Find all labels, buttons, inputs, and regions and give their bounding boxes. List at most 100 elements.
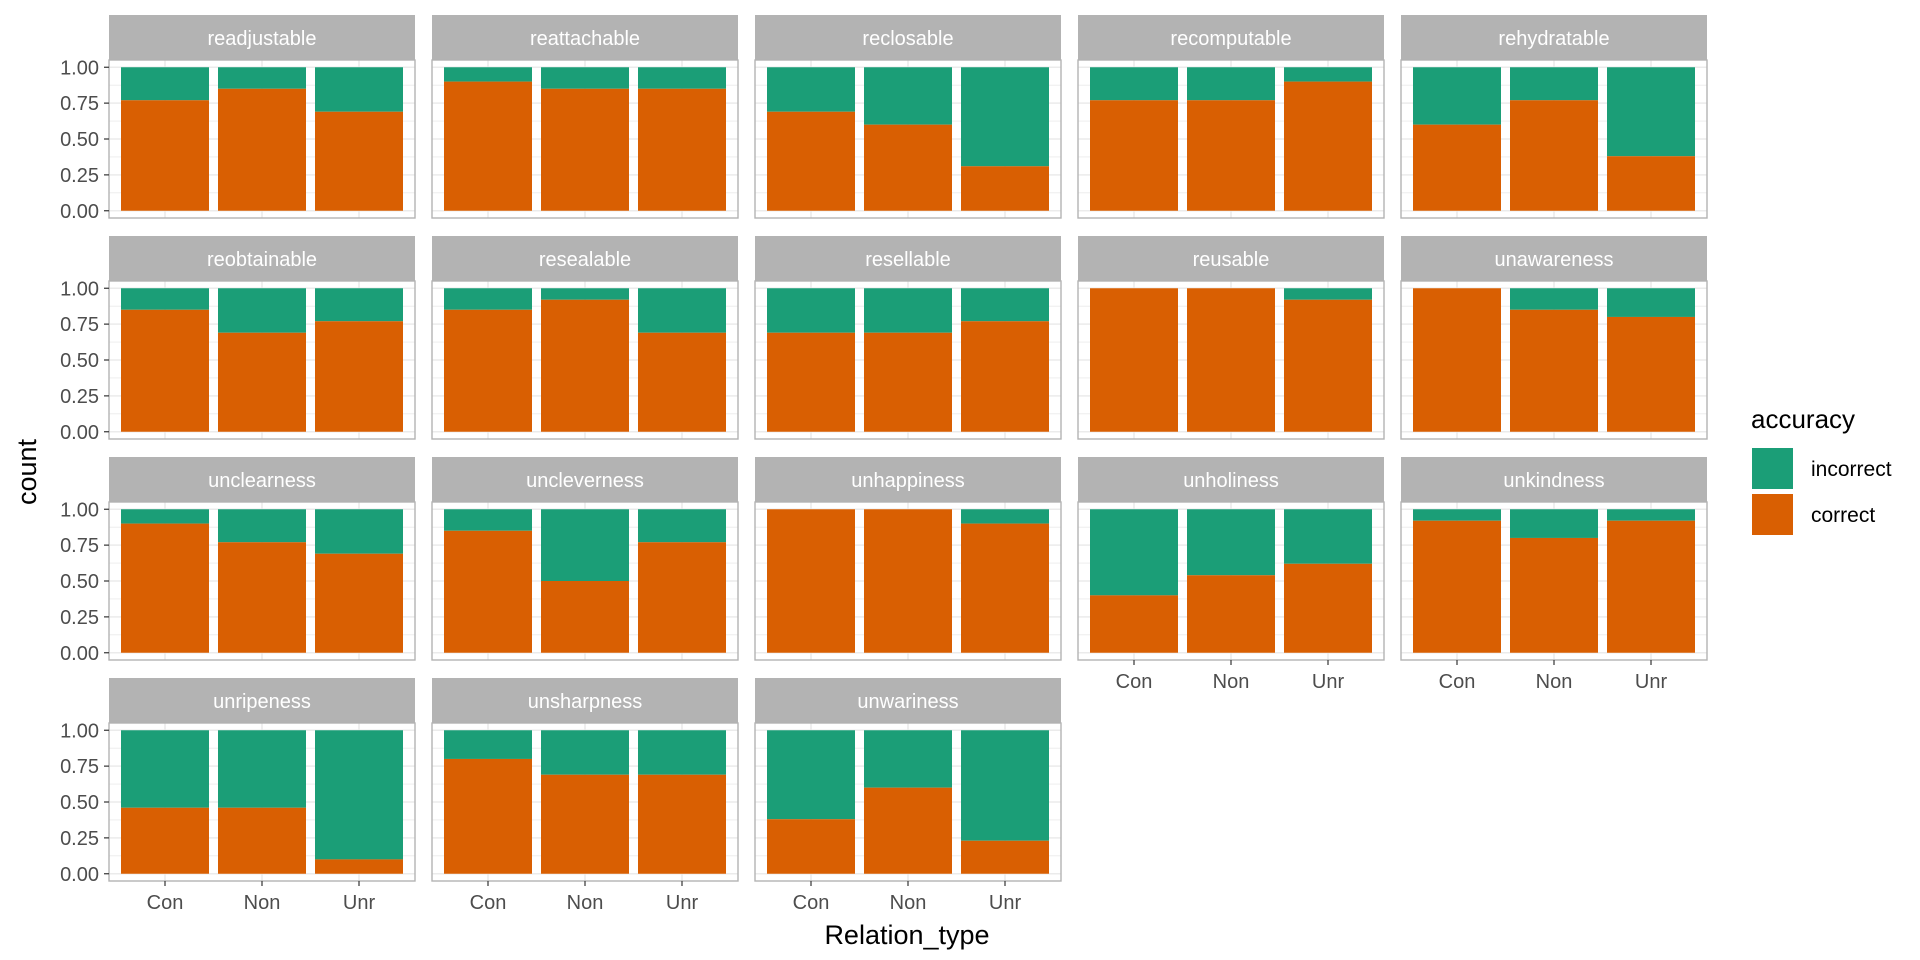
y-tick-label: 0.75 xyxy=(60,756,99,778)
bar-incorrect-reusable-Unr xyxy=(1284,288,1372,300)
bar-correct-reobtainable-Non xyxy=(218,332,306,432)
facet-strip-label: unwariness xyxy=(857,691,958,713)
bar-incorrect-unholiness-Con xyxy=(1090,509,1178,596)
bar-incorrect-unsharpness-Con xyxy=(444,730,532,759)
bar-correct-unclearness-Unr xyxy=(315,553,403,653)
bar-correct-uncleverness-Non xyxy=(541,581,629,653)
facet-strip-label: unkindness xyxy=(1503,470,1604,492)
legend-key-incorrect xyxy=(1752,448,1793,489)
facet-strip-label: unsharpness xyxy=(528,691,643,713)
facet-strip xyxy=(432,236,738,281)
bar-correct-reusable-Unr xyxy=(1284,299,1372,432)
x-tick-label: Con xyxy=(147,892,184,914)
bar-incorrect-unclearness-Unr xyxy=(315,509,403,554)
bar-incorrect-rehydratable-Con xyxy=(1413,67,1501,125)
facet-strip-label: recomputable xyxy=(1170,28,1291,50)
bar-correct-unholiness-Con xyxy=(1090,595,1178,653)
bar-incorrect-unwariness-Con xyxy=(767,730,855,820)
y-tick-label: 0.50 xyxy=(60,571,99,593)
bar-incorrect-unclearness-Non xyxy=(218,509,306,543)
facet-strip-label: reattachable xyxy=(530,28,640,50)
y-tick-label: 1.00 xyxy=(60,720,99,742)
bar-incorrect-unclearness-Con xyxy=(121,509,209,524)
facet-strip xyxy=(109,15,415,60)
bar-correct-reclosable-Unr xyxy=(961,166,1049,211)
bar-correct-rehydratable-Con xyxy=(1413,124,1501,211)
bar-incorrect-readjustable-Non xyxy=(218,67,306,89)
bar-correct-unripeness-Unr xyxy=(315,859,403,874)
facet-strip xyxy=(109,457,415,502)
x-tick-label: Unr xyxy=(1312,671,1345,693)
facet-strip-label: unripeness xyxy=(213,691,311,713)
facet-strip xyxy=(755,15,1061,60)
bar-correct-unholiness-Non xyxy=(1187,575,1275,653)
bar-incorrect-unawareness-Non xyxy=(1510,288,1598,310)
bar-correct-reattachable-Unr xyxy=(638,88,726,211)
y-tick-label: 0.25 xyxy=(60,828,99,850)
bar-incorrect-uncleverness-Con xyxy=(444,509,532,531)
bar-incorrect-resealable-Unr xyxy=(638,288,726,333)
bar-correct-resealable-Con xyxy=(444,309,532,432)
bar-incorrect-unsharpness-Non xyxy=(541,730,629,775)
bar-correct-unawareness-Unr xyxy=(1607,316,1695,432)
bar-incorrect-unhappiness-Unr xyxy=(961,509,1049,524)
bar-correct-unkindness-Con xyxy=(1413,520,1501,653)
bar-correct-reobtainable-Unr xyxy=(315,321,403,432)
facet-unsharpness: unsharpness Con Non Unr xyxy=(431,678,739,914)
legend-label-correct: correct xyxy=(1811,504,1875,527)
bar-incorrect-readjustable-Unr xyxy=(315,67,403,112)
facet-resellable: resellable xyxy=(754,236,1062,440)
bar-incorrect-unkindness-Unr xyxy=(1607,509,1695,521)
bar-incorrect-unripeness-Non xyxy=(218,730,306,808)
y-tick-label: 0.25 xyxy=(60,165,99,187)
bar-incorrect-unkindness-Non xyxy=(1510,509,1598,538)
facet-unhappiness: unhappiness xyxy=(754,457,1062,661)
facet-strip-label: reclosable xyxy=(862,28,953,50)
bar-correct-resealable-Non xyxy=(541,299,629,432)
x-tick-label: Con xyxy=(470,892,507,914)
bar-incorrect-unholiness-Non xyxy=(1187,509,1275,576)
y-tick-label: 1.00 xyxy=(60,57,99,79)
x-tick-label: Non xyxy=(1536,671,1573,693)
y-tick-label: 0.50 xyxy=(60,129,99,151)
bar-incorrect-reattachable-Non xyxy=(541,67,629,89)
bar-correct-unwariness-Con xyxy=(767,819,855,874)
bar-correct-reattachable-Con xyxy=(444,81,532,211)
facet-strip-label: resellable xyxy=(865,249,951,271)
facet-unawareness: unawareness xyxy=(1400,236,1708,440)
y-tick-label: 0.75 xyxy=(60,93,99,115)
facet-strip xyxy=(432,15,738,60)
x-tick-label: Con xyxy=(1116,671,1153,693)
facet-strip-label: unawareness xyxy=(1495,249,1614,271)
facet-unholiness: unholiness Con Non Unr xyxy=(1077,457,1385,693)
x-tick-label: Unr xyxy=(666,892,699,914)
facet-resealable: resealable xyxy=(431,236,739,440)
y-tick-label: 0.50 xyxy=(60,350,99,372)
bar-incorrect-unsharpness-Unr xyxy=(638,730,726,775)
x-tick-label: Non xyxy=(244,892,281,914)
y-tick-label: 0.50 xyxy=(60,792,99,814)
bar-incorrect-resealable-Non xyxy=(541,288,629,300)
facet-strip xyxy=(755,236,1061,281)
legend-label-incorrect: incorrect xyxy=(1811,458,1892,481)
x-tick-label: Non xyxy=(567,892,604,914)
bar-correct-unsharpness-Con xyxy=(444,758,532,874)
y-tick-label: 1.00 xyxy=(60,499,99,521)
facet-strip-label: resealable xyxy=(539,249,631,271)
panel-border xyxy=(754,501,1062,661)
y-tick-label: 0.25 xyxy=(60,386,99,408)
facet-reclosable: reclosable xyxy=(754,15,1062,219)
bar-correct-resellable-Con xyxy=(767,332,855,432)
bar-correct-readjustable-Unr xyxy=(315,111,403,211)
panel-border xyxy=(754,280,1062,440)
bar-incorrect-rehydratable-Unr xyxy=(1607,67,1695,157)
bar-correct-unkindness-Unr xyxy=(1607,520,1695,653)
bar-correct-unsharpness-Non xyxy=(541,774,629,874)
panel-border xyxy=(431,501,739,661)
x-tick-label: Con xyxy=(793,892,830,914)
bar-incorrect-unholiness-Unr xyxy=(1284,509,1372,564)
bar-correct-unawareness-Non xyxy=(1510,309,1598,432)
facet-strip-label: readjustable xyxy=(208,28,317,50)
bar-incorrect-unawareness-Unr xyxy=(1607,288,1695,317)
bar-correct-unhappiness-Unr xyxy=(961,523,1049,653)
